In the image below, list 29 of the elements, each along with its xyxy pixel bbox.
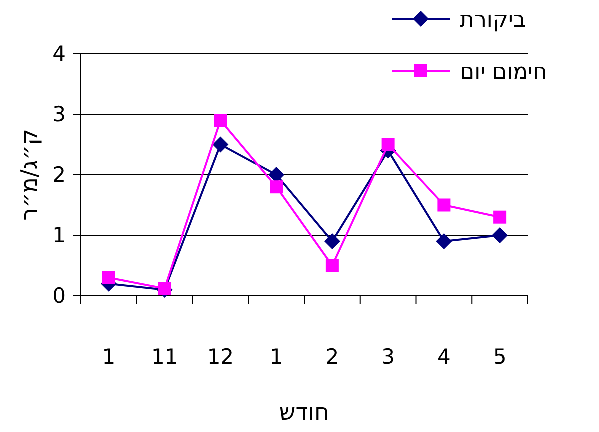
x-tick-label: 12 — [207, 345, 234, 369]
y-tick-label: 0 — [52, 284, 66, 308]
y-tick-label: 4 — [52, 42, 66, 66]
point — [102, 271, 116, 284]
x-tick-label: 1 — [102, 345, 116, 369]
x-tick-label: 4 — [438, 345, 451, 369]
point — [382, 138, 395, 152]
y-axis-title: ק״ג/מ״ר — [17, 129, 43, 221]
point — [438, 198, 451, 212]
point — [326, 259, 339, 272]
x-axis-title: חודש — [279, 400, 330, 426]
point — [270, 180, 284, 194]
y-tick-label: 1 — [52, 224, 66, 248]
x-tick-label: 3 — [382, 345, 395, 369]
legend-label: ביקורת — [460, 8, 526, 33]
x-tick-label: 5 — [493, 345, 507, 369]
point — [268, 167, 285, 183]
point — [436, 234, 452, 250]
x-tick-label: 2 — [326, 345, 340, 369]
legend-label: חימום יום — [460, 60, 548, 85]
point — [492, 228, 508, 244]
y-tick-label: 3 — [52, 102, 66, 126]
x-tick-label: 1 — [270, 345, 284, 369]
point — [324, 234, 340, 250]
y-tick-label: 2 — [52, 163, 66, 187]
point — [212, 136, 229, 153]
point — [494, 210, 507, 224]
point — [214, 114, 228, 128]
x-tick-label: 11 — [151, 345, 178, 369]
